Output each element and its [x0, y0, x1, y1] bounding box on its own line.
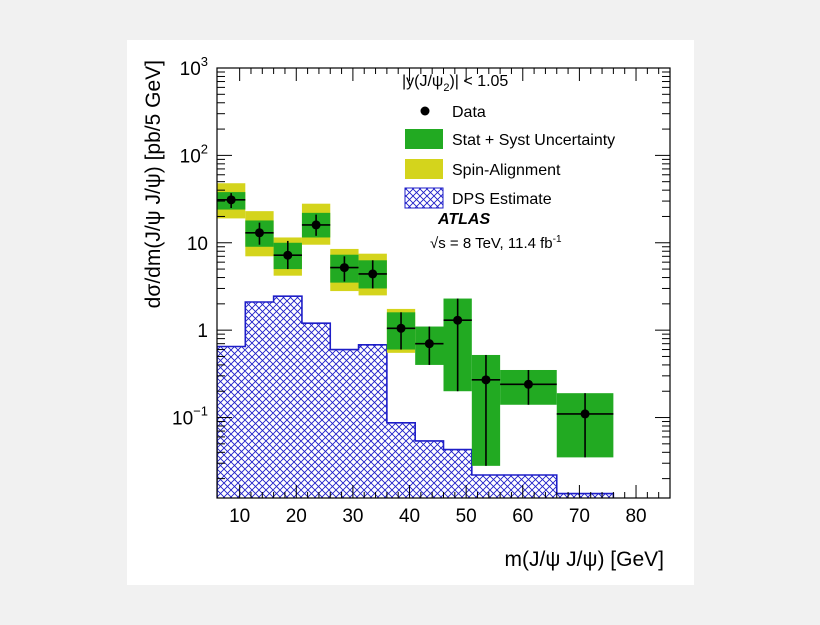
y-tick-label: 1 [197, 321, 208, 342]
legend-header: |y(J/ψ2)| < 1.05 [402, 73, 508, 94]
dps-bar [471, 474, 501, 498]
y-tick-label: 103 [180, 54, 208, 80]
data-point [481, 375, 491, 385]
legend-data-marker [420, 106, 430, 116]
legend-label-stat-syst: Stat + Syst Uncertainty [452, 132, 615, 149]
dps-bar [500, 474, 557, 498]
dps-bar [273, 296, 302, 498]
x-tick-label: 30 [342, 506, 363, 527]
data-point [453, 315, 463, 325]
legend-label-spin-alignment: Spin-Alignment [452, 162, 561, 179]
y-tick-label: 10 [187, 234, 208, 255]
y-axis-title: dσ/dm(J/ψ J/ψ) [pb/5 GeV] [142, 60, 165, 308]
legend-swatch-dps [404, 187, 444, 209]
legend-swatch-spin-alignment [405, 159, 443, 179]
legend-swatch-stat-syst [405, 129, 443, 149]
data-point [396, 323, 406, 333]
x-tick-label: 80 [625, 506, 646, 527]
dps-bar [415, 440, 444, 498]
x-tick-label: 10 [229, 506, 250, 527]
atlas-label: ATLAS [437, 211, 490, 228]
dps-bar [443, 449, 472, 498]
x-tick-label: 40 [399, 506, 420, 527]
data-point [523, 379, 533, 389]
dps-bar [556, 493, 614, 498]
legend: |y(J/ψ2)| < 1.05 Data Stat + Syst Uncert… [402, 73, 615, 252]
data-point [254, 228, 264, 238]
dps-bar [330, 349, 359, 498]
y-tick-label: 10−1 [172, 404, 208, 430]
x-axis-title: m(J/ψ J/ψ) [GeV] [505, 548, 664, 571]
data-point [368, 269, 378, 279]
x-tick-label: 60 [512, 506, 533, 527]
dps-bar [301, 323, 331, 498]
data-point [339, 263, 349, 273]
data-point [311, 220, 321, 230]
dps-bar [245, 301, 274, 498]
energy-lumi-label: √s = 8 TeV, 11.4 fb-1 [430, 234, 562, 252]
x-tick-label: 20 [286, 506, 307, 527]
dps-bar [358, 344, 387, 498]
x-tick-label: 70 [569, 506, 590, 527]
data-point [424, 339, 434, 349]
data-point [580, 409, 590, 419]
data-point [283, 250, 293, 260]
dps-bar [217, 346, 246, 498]
legend-label-data: Data [452, 104, 486, 121]
y-tick-label: 102 [180, 141, 208, 167]
data-point [226, 195, 236, 205]
x-tick-label: 50 [456, 506, 477, 527]
dps-bar [386, 422, 416, 498]
legend-label-dps: DPS Estimate [452, 191, 552, 208]
